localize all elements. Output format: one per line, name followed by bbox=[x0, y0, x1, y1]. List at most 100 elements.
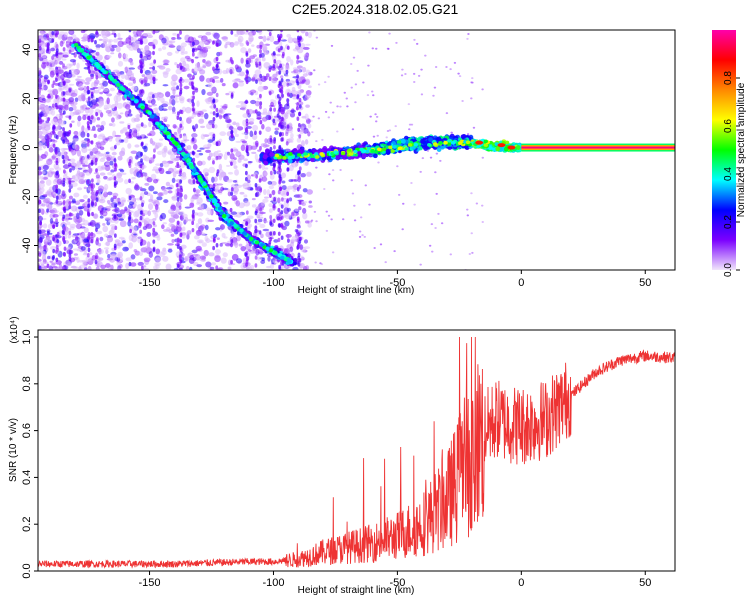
spectrogram-cell bbox=[52, 254, 55, 260]
spectrogram-cell bbox=[288, 197, 293, 202]
spectrogram-cell bbox=[199, 255, 207, 260]
spectrogram-cell bbox=[140, 158, 143, 163]
spectrogram-cell bbox=[216, 150, 221, 153]
spectrogram-cell bbox=[38, 133, 41, 136]
spectrogram-cell bbox=[43, 265, 48, 269]
spectrogram-cell bbox=[205, 77, 212, 83]
spectrogram-cell bbox=[245, 128, 248, 133]
spectrogram-cell bbox=[144, 44, 150, 52]
spectrogram-cell bbox=[211, 262, 216, 266]
spectrogram-cell bbox=[407, 103, 411, 106]
spectrogram-cell bbox=[219, 242, 223, 247]
spectrogram-cell bbox=[245, 52, 249, 57]
spectrogram-cell bbox=[415, 42, 419, 45]
spectrogram-cell bbox=[245, 210, 249, 215]
spectrogram-cell bbox=[282, 51, 285, 57]
spectrogram-cell bbox=[175, 155, 181, 159]
spectrogram-cell bbox=[254, 192, 258, 198]
spectrogram-cell bbox=[143, 82, 151, 87]
spectrogram-cell bbox=[96, 179, 101, 184]
spectrogram-cell bbox=[230, 259, 233, 265]
spectrogram-cell bbox=[47, 59, 54, 64]
spectrogram-cell bbox=[136, 30, 142, 37]
spectrogram-cell bbox=[198, 240, 203, 244]
spectrogram-cell bbox=[116, 177, 124, 183]
spectrogram-cell bbox=[280, 261, 283, 266]
spectrogram-cell bbox=[286, 33, 292, 38]
spectrogram-cell bbox=[153, 178, 159, 184]
spectrogram-cell bbox=[161, 151, 167, 158]
spectrogram-cell bbox=[43, 244, 47, 252]
spectrogram-cell bbox=[154, 257, 162, 263]
spectrogram-cell bbox=[124, 206, 128, 212]
spectrogram-cell bbox=[254, 61, 258, 66]
spectrogram-cell bbox=[205, 60, 212, 67]
spectrogram-cell bbox=[104, 241, 111, 246]
spectrogram-cell bbox=[79, 108, 84, 114]
spectrogram-cell bbox=[140, 151, 143, 157]
spectrogram-cell bbox=[199, 203, 204, 209]
spectrogram-cell bbox=[195, 62, 201, 68]
spectrogram-cell bbox=[95, 230, 103, 235]
spectrogram-cell bbox=[179, 245, 182, 251]
spectrogram-cell bbox=[77, 75, 82, 78]
spectrogram-cell bbox=[271, 77, 278, 84]
spectrogram-cell bbox=[119, 209, 126, 215]
spectrogram-cell bbox=[83, 267, 88, 270]
spectrogram-cell bbox=[204, 146, 211, 149]
spectrogram-cell bbox=[268, 76, 272, 81]
spectrogram-cell bbox=[73, 253, 79, 256]
spectrogram-cell bbox=[174, 61, 178, 66]
spectrogram-cell bbox=[197, 160, 203, 166]
spectrogram-cell bbox=[83, 85, 87, 91]
spectrogram-cell bbox=[183, 78, 190, 83]
spectrogram-cell bbox=[181, 226, 186, 232]
spectrogram-cell bbox=[58, 60, 64, 65]
spectrogram-cell bbox=[162, 222, 167, 225]
spectrogram-cell bbox=[269, 221, 273, 226]
spectrogram-cell bbox=[285, 141, 289, 146]
spectrogram-cell bbox=[267, 256, 271, 262]
spectrogram-cell bbox=[152, 30, 156, 35]
spectrogram-cell bbox=[86, 179, 90, 185]
spectrogram-cell bbox=[99, 236, 104, 242]
spectrogram-cell bbox=[257, 218, 263, 223]
spectrogram-cell bbox=[191, 58, 194, 64]
spectrogram-cell bbox=[298, 258, 302, 263]
spectrogram-cell bbox=[151, 126, 155, 131]
spectrogram-cell bbox=[62, 91, 66, 96]
spectrogram-cell bbox=[240, 47, 247, 54]
spectrogram-cell bbox=[119, 220, 127, 228]
spectrogram-cell bbox=[182, 213, 188, 219]
spectrogram-cell bbox=[167, 243, 174, 246]
spectrogram-cell bbox=[220, 224, 225, 230]
spectrogram-cell bbox=[215, 64, 219, 69]
spectrogram-cell bbox=[62, 214, 66, 219]
spectrogram-cell bbox=[213, 176, 218, 182]
spectrogram-cell bbox=[429, 156, 433, 159]
spectrogram-cell bbox=[169, 43, 174, 47]
spectrogram-cell bbox=[368, 203, 371, 206]
spectrogram-cell bbox=[99, 91, 104, 95]
spectrogram-cell bbox=[87, 243, 91, 248]
spectrogram-cell bbox=[90, 183, 94, 189]
spectrogram-cell bbox=[278, 144, 282, 150]
spectrogram-cell bbox=[133, 233, 137, 236]
spectrogram-cell bbox=[68, 115, 72, 120]
spectrogram-cell bbox=[115, 46, 121, 53]
spectrogram-cell bbox=[49, 167, 55, 171]
spectrogram-cell bbox=[70, 52, 75, 55]
spectrogram-cell bbox=[62, 177, 66, 183]
spectrogram-cell bbox=[132, 226, 138, 233]
spectrogram-cell bbox=[136, 48, 141, 54]
spectrogram-cell bbox=[117, 60, 124, 67]
spectrogram-cell bbox=[55, 199, 59, 204]
spectrogram-cell bbox=[307, 123, 312, 129]
spectrogram-cell bbox=[77, 167, 83, 170]
spectrogram-cell bbox=[218, 189, 223, 194]
spectrogram-cell bbox=[434, 227, 437, 230]
spectrogram-cell bbox=[99, 215, 104, 219]
spectrogram-cell bbox=[222, 187, 229, 191]
spectrogram-cell bbox=[278, 132, 282, 137]
spectrogram-cell bbox=[401, 68, 404, 71]
